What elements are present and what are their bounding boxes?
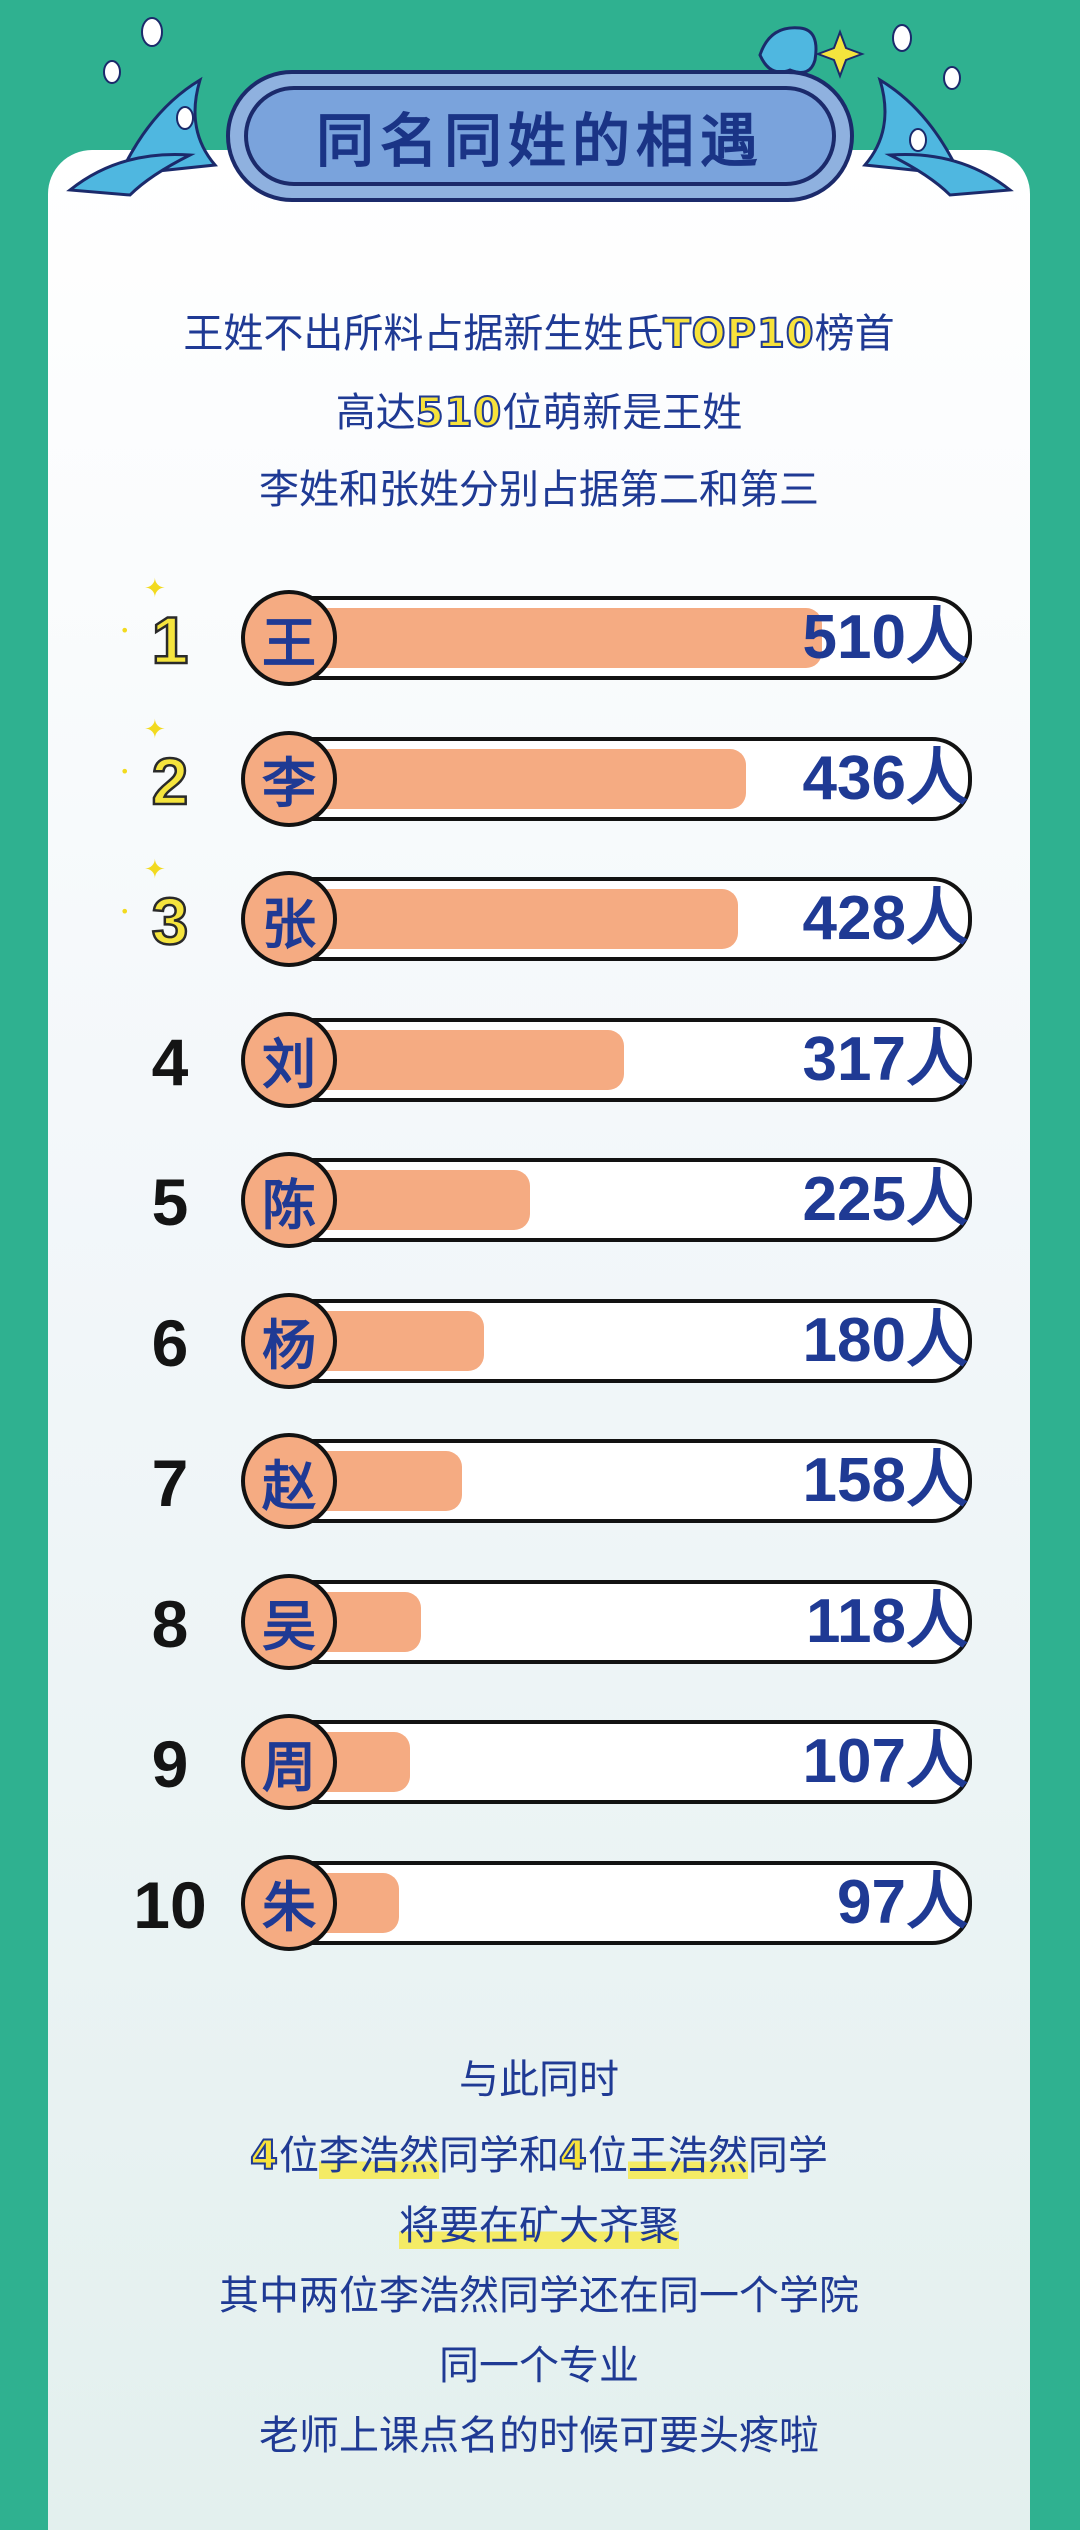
- rank-number: 8: [151, 1586, 189, 1661]
- ranking-row: 3 ✦ • 张 428人: [0, 857, 1080, 967]
- intro-line-3: 李姓和张姓分别占据第二和第三: [259, 467, 819, 513]
- leaf-icon: [117, 76, 218, 177]
- value-label: 180人: [802, 1305, 968, 1375]
- outro-number: 4: [558, 2133, 588, 2179]
- rank-number: 6: [151, 1305, 189, 1380]
- title-banner-inner: 同名同姓的相遇: [244, 86, 836, 186]
- bar-track: [246, 1017, 972, 1102]
- outro-line-3: 将要在矿大齐聚: [48, 2203, 1030, 2249]
- sparkle-icon: ✦: [144, 574, 166, 604]
- sparkle-icon: ✦: [144, 714, 166, 745]
- surname-badge: 刘: [241, 1011, 337, 1108]
- intro-line-1: 王姓不出所料占据新生姓氏TOP10榜首: [48, 311, 1030, 357]
- value-label: 107人: [802, 1727, 968, 1796]
- sparkle-icon: •: [120, 902, 130, 921]
- surname-badge: 李: [241, 730, 337, 827]
- petal-icon: [103, 60, 121, 84]
- ranking-row: 6 杨 180人: [0, 1292, 1080, 1389]
- surname-badge: 杨: [241, 1292, 337, 1389]
- rank-number: 7: [151, 1446, 189, 1520]
- ranking-row: 10 朱 97人: [0, 1854, 1080, 1951]
- outro-text: 同学: [747, 2133, 828, 2179]
- page-title: 同名同姓的相遇: [315, 107, 764, 175]
- value-label: 158人: [802, 1446, 968, 1515]
- petal-icon: [943, 66, 961, 90]
- surname-badge: 吴: [241, 1573, 337, 1670]
- rank-number: 3: [150, 883, 189, 960]
- bar-track: [246, 1298, 972, 1383]
- surname-badge: 陈: [241, 1152, 337, 1248]
- ranking-row: 5 陈 225人: [0, 1152, 1080, 1248]
- outro-line-4: 其中两位李浩然同学还在同一个学院: [219, 2273, 859, 2319]
- rank-number: 2: [150, 742, 189, 819]
- rank-number: 1: [150, 602, 189, 679]
- outro-text: 同学和: [439, 2133, 559, 2179]
- ranking-row: 4 刘 317人: [0, 1011, 1080, 1108]
- leaf-icon: [66, 152, 196, 197]
- value-label: 118人: [805, 1586, 968, 1656]
- leaf-icon: [862, 76, 963, 177]
- outro-line-5: 同一个专业: [439, 2343, 639, 2389]
- rank-number: 9: [151, 1727, 189, 1801]
- outro-line-1: 与此同时: [459, 2057, 619, 2103]
- surname-badge: 周: [241, 1714, 337, 1810]
- intro-line-2: 高达510位萌新是王姓: [48, 390, 1030, 436]
- rank-number: 4: [151, 1024, 189, 1099]
- outro-name: 王浩然: [627, 2133, 748, 2179]
- intro-text: 高达: [335, 390, 416, 436]
- value-label: 225人: [802, 1165, 968, 1234]
- ranking-row: 9 周 107人: [0, 1714, 1080, 1810]
- petal-icon: [892, 24, 912, 52]
- outro-text: 将要在矿大齐聚: [399, 2203, 679, 2249]
- petal-icon: [141, 17, 163, 47]
- sparkle-icon: ✦: [144, 855, 166, 885]
- value-label: 317人: [802, 1024, 968, 1094]
- ranking-row: 8 吴 118人: [0, 1573, 1080, 1670]
- leaf-icon: [884, 152, 1014, 197]
- intro-highlight: TOP10: [662, 311, 815, 357]
- bar-fill: [250, 608, 822, 668]
- title-banner: 同名同姓的相遇: [226, 70, 854, 202]
- ranking-row: 7 赵 158人: [0, 1433, 1080, 1529]
- star-icon: [815, 29, 865, 79]
- intro-highlight: 510: [415, 390, 503, 436]
- value-label: 97人: [837, 1867, 968, 1937]
- bar-track: [246, 596, 972, 680]
- outro-line-2: 4位李浩然同学和4位王浩然同学: [48, 2133, 1030, 2179]
- ranking-row: 1 ✦ • 王 510人: [0, 576, 1080, 686]
- outro-text: 位: [279, 2133, 319, 2179]
- surname-badge: 赵: [241, 1433, 337, 1529]
- surname-badge: 朱: [241, 1854, 337, 1951]
- petal-icon: [176, 106, 194, 130]
- rank-number: 5: [151, 1165, 189, 1239]
- outro-name: 李浩然: [319, 2133, 439, 2179]
- surname-badge: 张: [241, 871, 337, 967]
- sparkle-icon: •: [120, 761, 130, 781]
- sparkle-icon: •: [120, 621, 130, 640]
- outro-number: 4: [249, 2133, 279, 2179]
- outro-line-6: 老师上课点名的时候可要头疼啦: [259, 2413, 819, 2459]
- intro-text: 王姓不出所料占据新生姓氏: [183, 311, 664, 357]
- value-label: 510人: [802, 603, 968, 672]
- surname-badge: 王: [241, 590, 337, 686]
- intro-text: 榜首: [814, 311, 895, 357]
- petal-icon: [909, 128, 927, 152]
- value-label: 428人: [802, 884, 968, 953]
- value-label: 436人: [802, 743, 968, 813]
- rank-number: 10: [133, 1867, 207, 1942]
- intro-text: 位萌新是王姓: [502, 390, 743, 436]
- ranking-row: 2 ✦ • 李 436人: [0, 717, 1080, 827]
- header-decoration: [66, 17, 1014, 197]
- outro-text: 位: [587, 2133, 628, 2179]
